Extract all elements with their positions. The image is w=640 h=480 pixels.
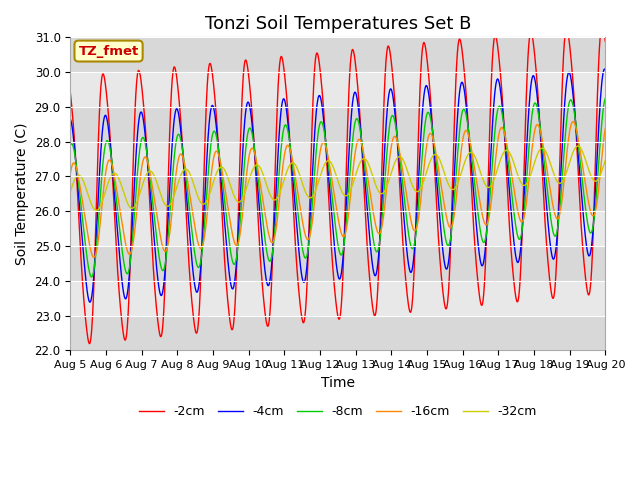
-2cm bbox=[246, 81, 253, 87]
-4cm bbox=[86, 299, 94, 305]
Line: -4cm: -4cm bbox=[70, 69, 605, 302]
Bar bbox=[70, 246, 605, 281]
-32cm bbox=[491, 174, 499, 180]
Bar bbox=[70, 37, 605, 72]
-32cm bbox=[421, 174, 429, 180]
X-axis label: Time: Time bbox=[321, 376, 355, 390]
-8cm bbox=[491, 129, 499, 134]
-2cm bbox=[186, 272, 193, 278]
-4cm bbox=[173, 106, 180, 111]
-32cm bbox=[602, 157, 609, 163]
-16cm bbox=[173, 166, 180, 171]
-8cm bbox=[602, 96, 609, 101]
-4cm bbox=[421, 86, 429, 92]
-32cm bbox=[186, 170, 193, 176]
-4cm bbox=[186, 233, 193, 239]
Bar bbox=[70, 107, 605, 142]
Line: -16cm: -16cm bbox=[70, 121, 605, 257]
-4cm bbox=[602, 67, 609, 72]
Text: TZ_fmet: TZ_fmet bbox=[79, 45, 139, 58]
-2cm bbox=[598, 22, 606, 28]
-8cm bbox=[67, 143, 74, 148]
-16cm bbox=[491, 163, 499, 169]
-8cm bbox=[88, 274, 95, 280]
-2cm bbox=[491, 33, 499, 39]
-16cm bbox=[421, 156, 429, 161]
-32cm bbox=[246, 176, 253, 181]
-32cm bbox=[67, 189, 74, 194]
-8cm bbox=[538, 140, 546, 145]
-16cm bbox=[90, 254, 98, 260]
-8cm bbox=[173, 135, 180, 141]
-8cm bbox=[246, 125, 253, 131]
-16cm bbox=[246, 151, 253, 156]
-16cm bbox=[569, 119, 577, 124]
-8cm bbox=[421, 121, 429, 127]
-2cm bbox=[538, 165, 546, 170]
Line: -32cm: -32cm bbox=[70, 146, 605, 210]
-32cm bbox=[93, 207, 100, 213]
-32cm bbox=[574, 143, 582, 149]
-16cm bbox=[186, 192, 193, 197]
-2cm bbox=[602, 38, 609, 44]
Title: Tonzi Soil Temperatures Set B: Tonzi Soil Temperatures Set B bbox=[205, 15, 471, 33]
Bar bbox=[70, 142, 605, 177]
-32cm bbox=[173, 185, 180, 191]
Y-axis label: Soil Temperature (C): Soil Temperature (C) bbox=[15, 122, 29, 265]
-16cm bbox=[538, 137, 546, 143]
-4cm bbox=[67, 117, 74, 122]
-4cm bbox=[491, 89, 499, 95]
Bar bbox=[70, 316, 605, 350]
-2cm bbox=[421, 42, 429, 48]
-32cm bbox=[538, 145, 546, 151]
-16cm bbox=[67, 170, 74, 176]
-4cm bbox=[246, 103, 253, 108]
-2cm bbox=[86, 341, 93, 347]
Bar bbox=[70, 281, 605, 316]
Line: -2cm: -2cm bbox=[70, 25, 605, 344]
-4cm bbox=[538, 149, 546, 155]
Bar bbox=[70, 177, 605, 211]
-2cm bbox=[173, 74, 180, 80]
-2cm bbox=[67, 90, 74, 96]
-8cm bbox=[186, 209, 193, 215]
-16cm bbox=[602, 126, 609, 132]
Line: -8cm: -8cm bbox=[70, 98, 605, 277]
-4cm bbox=[601, 66, 609, 72]
Bar bbox=[70, 72, 605, 107]
Legend: -2cm, -4cm, -8cm, -16cm, -32cm: -2cm, -4cm, -8cm, -16cm, -32cm bbox=[134, 400, 542, 423]
Bar bbox=[70, 211, 605, 246]
